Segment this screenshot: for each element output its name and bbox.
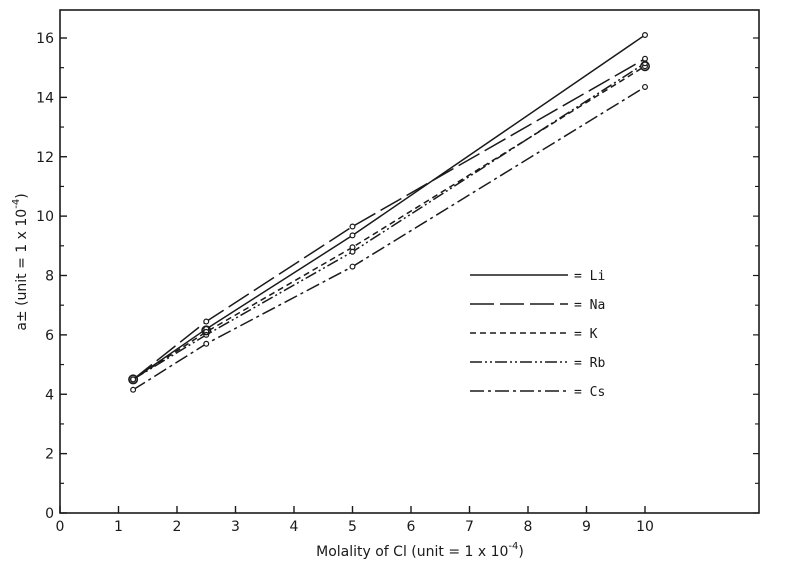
x-tick-label: 3 — [231, 519, 240, 535]
right-axis-ticks — [753, 37, 759, 514]
y-axis-label-exponent: -4 — [11, 199, 22, 209]
x-tick-label: 2 — [173, 519, 182, 535]
y-tick-label: 12 — [36, 150, 54, 166]
x-tick-label: 6 — [407, 519, 416, 535]
data-point — [641, 32, 648, 39]
legend-label: = K — [574, 327, 598, 342]
series-line — [132, 58, 646, 380]
y-tick-label: 2 — [45, 447, 54, 463]
x-axis-ticks: 0 1 2 3 4 5 6 7 8 9 10 — [56, 506, 654, 535]
data-point — [349, 248, 356, 255]
x-axis-label-exponent: -4 — [508, 541, 518, 552]
y-axis-label-close: ) — [14, 193, 30, 198]
x-tick-label: 7 — [465, 519, 474, 535]
data-point-overlap — [201, 325, 212, 336]
y-tick-label: 14 — [36, 90, 54, 106]
x-tick-label: 4 — [290, 519, 299, 535]
legend-label: = Li — [574, 269, 605, 284]
x-axis-label-text: Molality of Cl (unit = 1 x 10 — [316, 544, 508, 560]
legend-label: = Cs — [574, 385, 605, 400]
series-line — [132, 65, 646, 381]
data-point — [130, 386, 137, 393]
data-point — [203, 340, 210, 347]
legend: = Li = Na = K = Rb = Cs — [470, 269, 605, 400]
data-point-overlap — [128, 374, 139, 385]
y-tick-label: 16 — [36, 31, 54, 47]
series-line — [132, 86, 646, 391]
data-point — [641, 83, 648, 90]
legend-label: = Na — [574, 298, 605, 313]
y-axis-label-text: a± (unit = 1 x 10 — [14, 209, 30, 331]
x-tick-label: 5 — [348, 519, 357, 535]
data-point-overlap — [639, 61, 650, 72]
y-axis-label: a± (unit = 1 x 10-4) — [11, 193, 30, 330]
data-point — [349, 223, 356, 230]
data-point — [203, 318, 210, 325]
series-line — [132, 62, 646, 381]
y-tick-label: 0 — [45, 506, 54, 522]
data-point — [349, 232, 356, 239]
data-point — [349, 263, 356, 270]
y-tick-label: 10 — [36, 209, 54, 225]
series-line — [132, 34, 646, 381]
y-tick-label: 6 — [45, 328, 54, 344]
data-point — [130, 376, 137, 383]
y-axis-ticks: 0 2 4 6 8 10 12 14 16 — [36, 31, 67, 522]
y-tick-label: 4 — [45, 387, 54, 403]
x-tick-label: 8 — [524, 519, 533, 535]
plot-frame — [59, 9, 760, 514]
x-tick-label: 0 — [56, 519, 65, 535]
x-tick-label: 10 — [636, 519, 654, 535]
series-layer — [128, 32, 650, 393]
legend-label: = Rb — [574, 356, 605, 371]
x-axis-label-close: ) — [518, 544, 523, 560]
x-tick-label: 1 — [114, 519, 123, 535]
y-tick-label: 8 — [45, 269, 54, 285]
x-axis-label: Molality of Cl (unit = 1 x 10-4) — [316, 541, 524, 560]
x-tick-label: 9 — [582, 519, 591, 535]
